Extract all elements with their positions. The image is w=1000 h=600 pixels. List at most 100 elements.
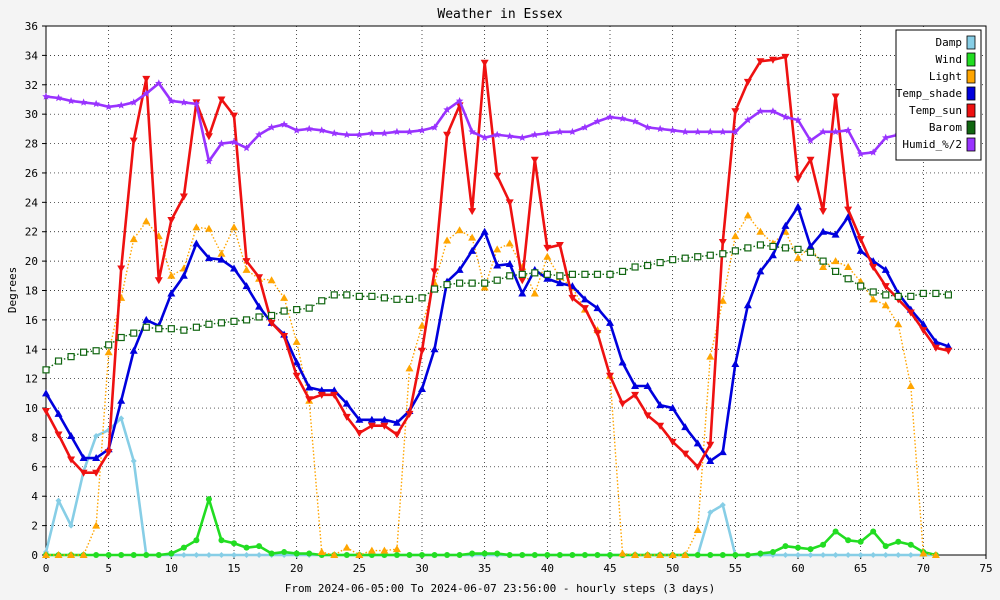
data-point bbox=[643, 551, 652, 558]
data-point bbox=[405, 364, 414, 372]
data-point bbox=[305, 383, 314, 391]
data-point bbox=[142, 217, 151, 225]
data-point bbox=[468, 208, 477, 216]
data-point bbox=[543, 244, 552, 252]
data-point bbox=[606, 270, 614, 278]
data-point bbox=[656, 422, 665, 430]
data-point bbox=[807, 552, 814, 558]
data-point bbox=[155, 552, 162, 558]
data-point bbox=[493, 130, 501, 138]
data-point bbox=[631, 117, 639, 125]
data-point bbox=[54, 409, 63, 417]
data-point bbox=[869, 148, 877, 156]
legend-label: Temp_shade bbox=[896, 87, 962, 100]
data-point bbox=[104, 102, 113, 111]
data-point bbox=[543, 274, 552, 282]
data-point bbox=[593, 117, 602, 125]
data-point bbox=[317, 391, 326, 399]
y-tick-label: 12 bbox=[25, 373, 38, 386]
data-point bbox=[418, 321, 426, 329]
data-point bbox=[631, 551, 640, 558]
x-tick-label: 5 bbox=[105, 562, 112, 575]
data-point bbox=[418, 347, 426, 355]
data-point bbox=[694, 253, 702, 261]
data-point bbox=[907, 292, 915, 300]
data-point bbox=[869, 263, 878, 271]
legend-label: Wind bbox=[936, 53, 963, 66]
data-point bbox=[306, 550, 313, 557]
legend-swatch bbox=[966, 52, 976, 67]
data-point bbox=[668, 126, 677, 134]
legend-swatch bbox=[966, 120, 976, 135]
data-point bbox=[242, 316, 251, 324]
data-point bbox=[656, 124, 664, 133]
data-point bbox=[606, 113, 614, 121]
data-point bbox=[731, 232, 740, 240]
data-point bbox=[581, 552, 588, 558]
data-point bbox=[129, 137, 138, 145]
data-point bbox=[242, 258, 251, 266]
data-point bbox=[706, 352, 715, 360]
data-point bbox=[343, 552, 350, 558]
data-point bbox=[192, 223, 201, 231]
y-tick-label: 6 bbox=[31, 461, 38, 474]
data-point bbox=[217, 139, 226, 147]
data-point bbox=[782, 543, 789, 550]
data-point bbox=[581, 123, 589, 131]
data-point bbox=[118, 415, 125, 422]
x-tick-label: 25 bbox=[353, 562, 366, 575]
data-point bbox=[618, 358, 627, 366]
data-point bbox=[668, 404, 677, 412]
data-point bbox=[117, 333, 125, 342]
data-point bbox=[256, 543, 263, 550]
data-point bbox=[129, 98, 138, 106]
data-point bbox=[693, 439, 702, 447]
x-tick-label: 0 bbox=[43, 562, 50, 575]
data-point bbox=[707, 552, 714, 558]
data-point bbox=[706, 441, 715, 449]
data-point bbox=[480, 227, 489, 235]
y-tick-label: 10 bbox=[25, 402, 38, 415]
data-point bbox=[242, 143, 251, 152]
data-point bbox=[192, 323, 200, 331]
series-barom bbox=[42, 241, 953, 374]
data-point bbox=[330, 551, 339, 558]
data-point bbox=[857, 552, 864, 558]
data-point bbox=[907, 552, 914, 558]
data-point bbox=[430, 268, 439, 276]
data-point bbox=[844, 262, 853, 270]
data-point bbox=[355, 430, 364, 438]
data-point bbox=[895, 538, 902, 545]
data-point bbox=[656, 401, 665, 409]
data-point bbox=[794, 254, 802, 262]
data-point bbox=[255, 313, 263, 321]
data-point bbox=[305, 124, 313, 133]
data-point bbox=[543, 129, 552, 137]
data-point bbox=[268, 550, 275, 557]
y-tick-label: 26 bbox=[25, 167, 38, 180]
y-tick-label: 14 bbox=[25, 343, 39, 356]
data-point bbox=[455, 265, 464, 273]
data-point bbox=[555, 279, 564, 287]
data-point bbox=[681, 551, 690, 558]
y-tick-label: 28 bbox=[25, 138, 38, 151]
data-point bbox=[368, 292, 376, 300]
y-tick-label: 30 bbox=[25, 108, 38, 121]
data-point bbox=[330, 291, 338, 299]
data-point bbox=[869, 295, 878, 303]
data-point bbox=[79, 454, 88, 462]
data-point bbox=[856, 236, 865, 244]
data-point bbox=[845, 537, 852, 544]
y-tick-label: 34 bbox=[25, 49, 39, 62]
data-point bbox=[167, 96, 176, 105]
y-tick-label: 4 bbox=[31, 490, 38, 503]
data-point bbox=[819, 227, 828, 235]
data-point bbox=[380, 422, 389, 430]
data-point bbox=[293, 306, 301, 314]
data-point bbox=[367, 422, 376, 430]
data-point bbox=[944, 342, 953, 350]
data-point bbox=[506, 272, 514, 280]
data-point bbox=[305, 304, 313, 312]
data-point bbox=[55, 497, 62, 504]
data-point bbox=[505, 199, 514, 207]
